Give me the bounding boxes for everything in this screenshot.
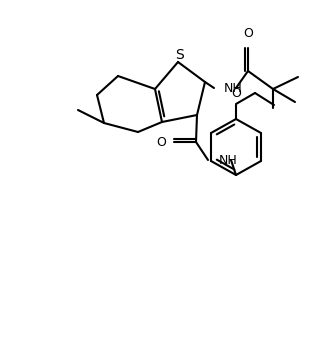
Text: NH: NH [224, 81, 243, 95]
Text: O: O [231, 87, 241, 100]
Text: S: S [176, 48, 184, 62]
Text: NH: NH [219, 153, 238, 166]
Text: O: O [243, 27, 253, 40]
Text: O: O [156, 135, 166, 149]
